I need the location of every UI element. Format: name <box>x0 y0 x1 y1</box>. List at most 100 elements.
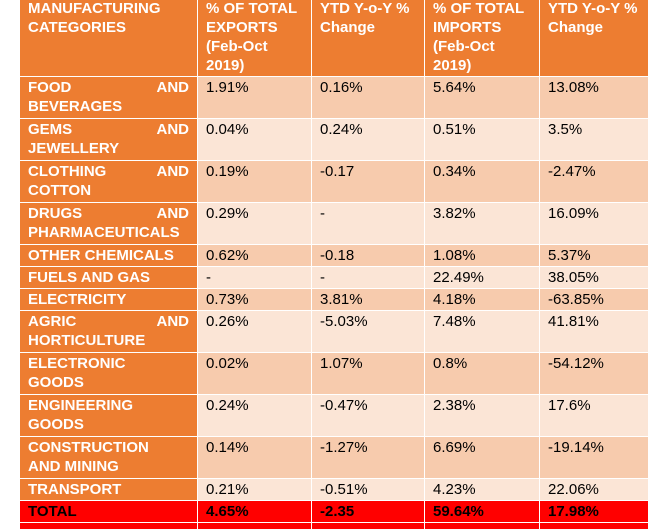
category-cell: FUELS AND GAS <box>20 267 198 289</box>
category-word: JEWELLERY <box>28 139 189 158</box>
filler-cell <box>20 523 198 530</box>
category-word: DRUGS <box>28 204 82 223</box>
imports-change-cell: 3.5% <box>540 119 648 161</box>
exports-change-cell: 3.81% <box>312 289 425 311</box>
exports-cell: 0.14% <box>198 437 312 479</box>
category-word: BEVERAGES <box>28 97 189 116</box>
imports-change-cell: 41.81% <box>540 311 648 353</box>
header-imports-change: YTD Y-o-Y % Change <box>540 0 648 77</box>
header-exports-change: YTD Y-o-Y % Change <box>312 0 425 77</box>
header-exports: % OF TOTAL EXPORTS (Feb-Oct 2019) <box>198 0 312 77</box>
category-word: ELECTRONIC <box>28 354 189 373</box>
exports-change-cell: -0.51% <box>312 479 425 501</box>
imports-change-cell: -54.12% <box>540 353 648 395</box>
exports-change-cell: -0.18 <box>312 245 425 267</box>
imports-change-cell: 5.37% <box>540 245 648 267</box>
exports-change-cell: 1.07% <box>312 353 425 395</box>
category-word: HORTICULTURE <box>28 331 189 350</box>
imports-cell: 4.23% <box>425 479 540 501</box>
category-word: GEMS <box>28 120 72 139</box>
category-word: FOOD <box>28 78 71 97</box>
exports-change-cell: - <box>312 267 425 289</box>
exports-cell: 0.26% <box>198 311 312 353</box>
exports-change-cell: - <box>312 203 425 245</box>
imports-cell: 2.38% <box>425 395 540 437</box>
imports-change-cell: 22.06% <box>540 479 648 501</box>
category-word: PHARMACEUTICALS <box>28 223 189 242</box>
category-word: AND <box>157 162 190 181</box>
imports-cell: 3.82% <box>425 203 540 245</box>
exports-change-cell: -0.17 <box>312 161 425 203</box>
category-word: AGRIC <box>28 312 76 331</box>
imports-change-cell: -2.47% <box>540 161 648 203</box>
exports-cell: 0.02% <box>198 353 312 395</box>
filler-cell <box>540 523 648 530</box>
exports-cell: 0.04% <box>198 119 312 161</box>
imports-cell: 4.18% <box>425 289 540 311</box>
category-word: AND <box>157 78 190 97</box>
exports-cell: 0.19% <box>198 161 312 203</box>
category-word: COTTON <box>28 181 189 200</box>
imports-cell: 6.69% <box>425 437 540 479</box>
category-word: AND MINING <box>28 457 189 476</box>
category-word: TRANSPORT <box>28 480 189 499</box>
exports-change-cell: -5.03% <box>312 311 425 353</box>
category-word: AND <box>157 312 190 331</box>
imports-cell: 22.49% <box>425 267 540 289</box>
category-word: AND <box>157 120 190 139</box>
exports-cell: - <box>198 267 312 289</box>
imports-cell: 0.34% <box>425 161 540 203</box>
exports-change-cell: -1.27% <box>312 437 425 479</box>
imports-cell: 1.08% <box>425 245 540 267</box>
trade-table: MANUFACTURING CATEGORIES % OF TOTAL EXPO… <box>19 0 648 530</box>
category-cell: OTHER CHEMICALS <box>20 245 198 267</box>
imports-change-cell: 17.6% <box>540 395 648 437</box>
category-word: OTHER CHEMICALS <box>28 246 189 265</box>
imports-change-cell: 38.05% <box>540 267 648 289</box>
table-row: FUELS AND GAS--22.49%38.05% <box>20 267 648 289</box>
exports-cell: 0.29% <box>198 203 312 245</box>
header-category: MANUFACTURING CATEGORIES <box>20 0 198 77</box>
filler-cell <box>198 523 312 530</box>
exports-cell: 0.73% <box>198 289 312 311</box>
category-cell: ELECTRICITY <box>20 289 198 311</box>
imports-change-cell: 13.08% <box>540 77 648 119</box>
filler-cell <box>425 523 540 530</box>
category-word: ENGINEERING <box>28 396 189 415</box>
filler-row <box>20 523 648 530</box>
exports-cell: 0.24% <box>198 395 312 437</box>
category-word: ELECTRICITY <box>28 290 189 309</box>
exports-change-cell: -0.47% <box>312 395 425 437</box>
imports-cell: 5.64% <box>425 77 540 119</box>
category-cell: TRANSPORT <box>20 479 198 501</box>
category-word: CONSTRUCTION <box>28 438 189 457</box>
imports-change-cell: 16.09% <box>540 203 648 245</box>
category-word: GOODS <box>28 415 189 434</box>
header-row: MANUFACTURING CATEGORIES % OF TOTAL EXPO… <box>20 0 648 77</box>
category-word: AND <box>157 204 190 223</box>
category-word: CLOTHING <box>28 162 106 181</box>
exports-cell: 0.21% <box>198 479 312 501</box>
exports-cell: 1.91% <box>198 77 312 119</box>
table-row: TRANSPORT 0.21%-0.51%4.23%22.06% <box>20 479 648 501</box>
imports-change-cell: -19.14% <box>540 437 648 479</box>
header-imports: % OF TOTAL IMPORTS (Feb-Oct 2019) <box>425 0 540 77</box>
imports-cell: 0.51% <box>425 119 540 161</box>
exports-change-cell: 0.16% <box>312 77 425 119</box>
